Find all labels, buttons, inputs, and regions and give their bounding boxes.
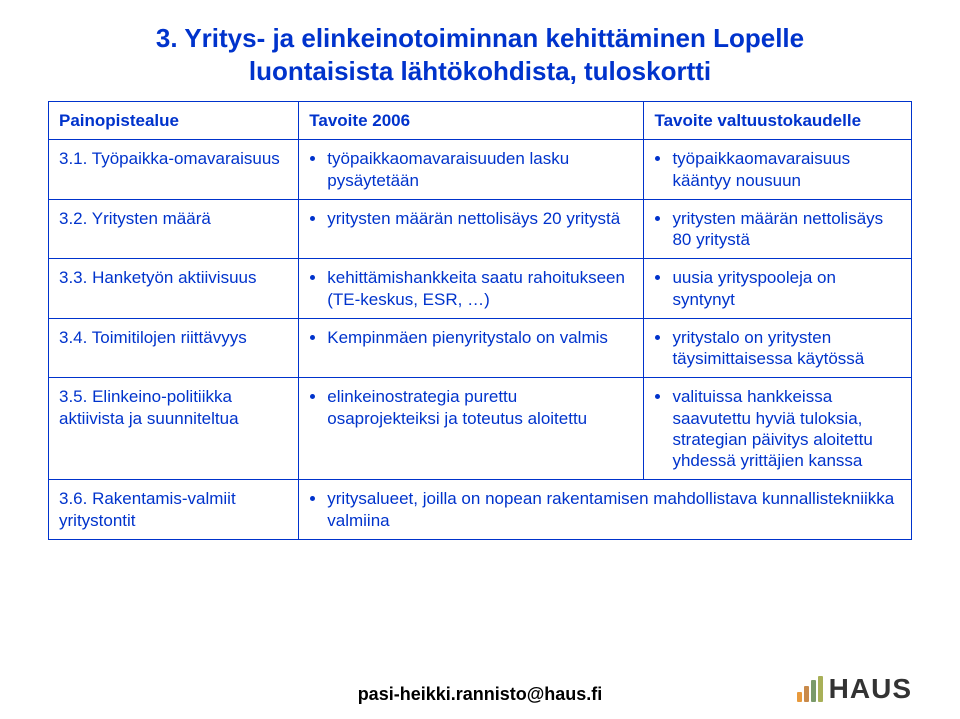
row-4-goal-2006: Kempinmäen pienyritystalo on valmis: [299, 318, 644, 378]
row-2-goal-2006: yritysten määrän nettolisäys 20 yritystä: [299, 199, 644, 259]
scorecard-table: Painopistealue Tavoite 2006 Tavoite valt…: [48, 101, 912, 540]
col-header-3: Tavoite valtuustokaudelle: [644, 102, 912, 140]
row-5-goal-term: valituissa hankkeissa saavutettu hyviä t…: [644, 378, 912, 480]
row-2-goal-term: yritysten määrän nettolisäys 80 yritystä: [644, 199, 912, 259]
row-6-focus: 3.6. Rakentamis-valmiit yritystontit: [49, 480, 299, 540]
row-6-merged: yritysalueet, joilla on nopean rakentami…: [299, 480, 912, 540]
col-header-2: Tavoite 2006: [299, 102, 644, 140]
row-2-focus: 3.2. Yritysten määrä: [49, 199, 299, 259]
row-1-goal-2006: työpaikkaomavaraisuuden lasku pysäytetää…: [299, 140, 644, 200]
table-row: 3.1. Työpaikka-omavaraisuus työpaikkaoma…: [49, 140, 912, 200]
table-header-row: Painopistealue Tavoite 2006 Tavoite valt…: [49, 102, 912, 140]
col-header-1: Painopistealue: [49, 102, 299, 140]
row-5-goal-2006: elinkeinostrategia purettu osaprojekteik…: [299, 378, 644, 480]
row-5-focus: 3.5. Elinkeino-politiikka aktiivista ja …: [49, 378, 299, 480]
table-row: 3.6. Rakentamis-valmiit yritystontit yri…: [49, 480, 912, 540]
row-1-focus: 3.1. Työpaikka-omavaraisuus: [49, 140, 299, 200]
table-row: 3.2. Yritysten määrä yritysten määrän ne…: [49, 199, 912, 259]
page-title: 3. Yritys- ja elinkeinotoiminnan kehittä…: [48, 22, 912, 87]
footer: pasi-heikki.rannisto@haus.fi HAUS: [0, 673, 960, 705]
row-3-focus: 3.3. Hanketyön aktiivisuus: [49, 259, 299, 319]
title-line-2: luontaisista lähtökohdista, tuloskortti: [48, 55, 912, 88]
row-4-focus: 3.4. Toimitilojen riittävyys: [49, 318, 299, 378]
row-4-goal-term: yritystalo on yritysten täysimittaisessa…: [644, 318, 912, 378]
row-3-goal-term: uusia yrityspooleja on syntynyt: [644, 259, 912, 319]
row-3-goal-2006: kehittämishankkeita saatu rahoitukseen (…: [299, 259, 644, 319]
table-row: 3.3. Hanketyön aktiivisuus kehittämishan…: [49, 259, 912, 319]
title-line-1: 3. Yritys- ja elinkeinotoiminnan kehittä…: [48, 22, 912, 55]
footer-email: pasi-heikki.rannisto@haus.fi: [0, 684, 960, 705]
table-row: 3.5. Elinkeino-politiikka aktiivista ja …: [49, 378, 912, 480]
table-row: 3.4. Toimitilojen riittävyys Kempinmäen …: [49, 318, 912, 378]
row-1-goal-term: työpaikkaomavaraisuus kääntyy nousuun: [644, 140, 912, 200]
